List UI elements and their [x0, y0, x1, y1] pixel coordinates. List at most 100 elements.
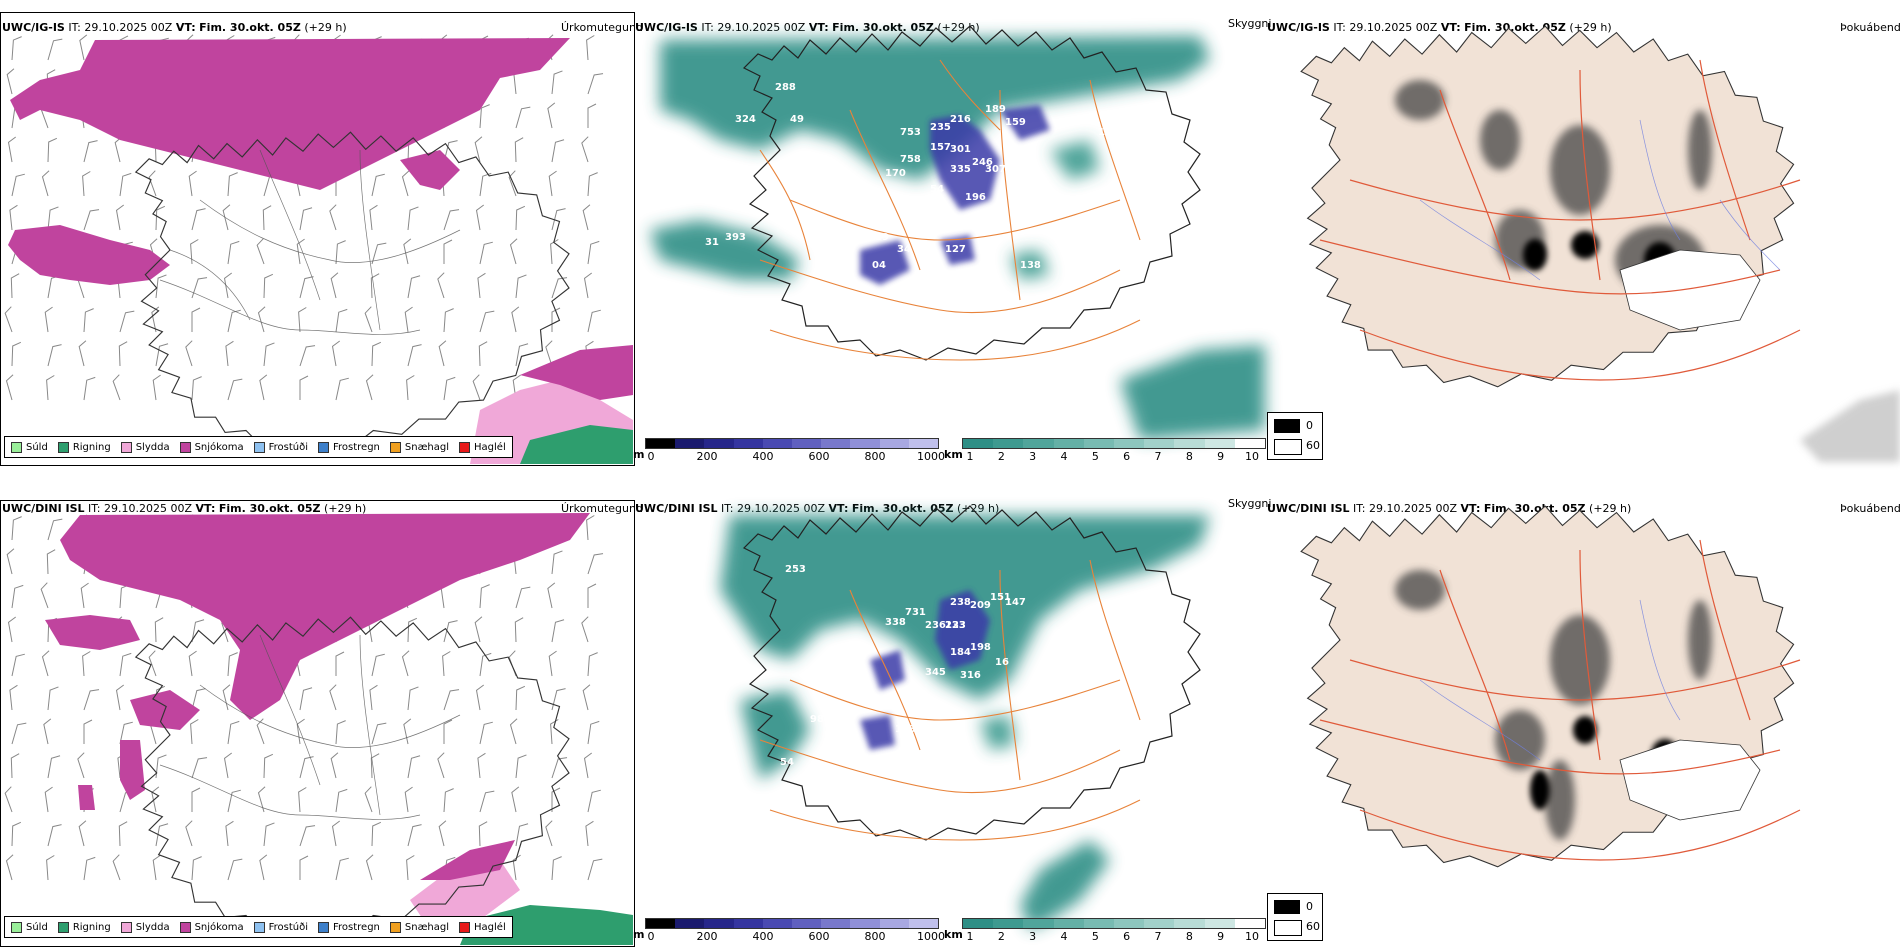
wind-barb	[190, 239, 199, 265]
snow-area	[8, 225, 170, 285]
wind-barb	[369, 684, 378, 711]
wind-barb	[443, 376, 456, 401]
wind-barb	[47, 344, 62, 367]
wind-barb	[11, 653, 25, 677]
wind-barb	[222, 204, 231, 231]
legend-swatch	[389, 921, 401, 933]
cloud-base-label: 758	[900, 154, 921, 165]
wind-barb	[11, 36, 22, 61]
cloud-base-label: 189	[985, 104, 1006, 115]
wind-barb	[407, 617, 418, 643]
wind-barb	[118, 821, 128, 847]
wind-barb	[227, 789, 241, 813]
cloud-base-label: 196	[965, 192, 986, 203]
wind-barb	[43, 718, 52, 745]
wind-barb	[475, 204, 485, 231]
wind-barb	[227, 378, 243, 401]
wind-barb	[296, 718, 305, 745]
snow-area	[45, 615, 140, 650]
wind-barb	[335, 651, 345, 676]
legend-item: Snjókoma	[179, 921, 244, 933]
wind-barb	[371, 242, 387, 265]
wind-barb	[79, 34, 88, 61]
wind-barb	[509, 238, 518, 265]
cloud-base-label: 147	[1005, 597, 1026, 608]
unit-km-2: km	[944, 928, 963, 941]
legend-swatch	[253, 441, 265, 453]
wind-barb	[83, 719, 93, 744]
legend-label: Rigning	[72, 441, 111, 453]
wind-barb	[550, 239, 559, 265]
wind-barb	[80, 582, 89, 609]
legend-item: Haglél	[459, 921, 506, 933]
wind-barb	[119, 652, 132, 677]
colorbar-tick: 6	[1123, 930, 1131, 943]
wind-barb	[47, 275, 61, 299]
wind-barb	[112, 854, 121, 881]
wind-barb	[11, 516, 22, 541]
wind-barb	[191, 757, 208, 779]
colorbar-tick: 5	[1091, 930, 1099, 943]
legend-label: Snjókoma	[194, 921, 244, 933]
cloud-base-label: 49	[790, 114, 804, 125]
wind-barb	[515, 343, 529, 367]
wind-barb	[474, 616, 483, 643]
colorbar-tick: 3	[1029, 930, 1037, 943]
cloud-base-label: 198	[970, 642, 991, 653]
cloud-base-label: 216	[950, 114, 971, 125]
wind-barb	[152, 374, 161, 401]
wind-barb	[227, 858, 243, 881]
cloud-base-label: 184	[950, 647, 971, 658]
wind-barb	[364, 786, 373, 813]
wind-barb	[263, 822, 275, 847]
colorbar-tick: 1	[966, 450, 974, 463]
wind-barb	[401, 170, 410, 197]
header-precip-2: UWC/DINI ISL IT: 29.10.2025 00Z VT: Fim.…	[2, 502, 367, 515]
wind-barb	[9, 204, 18, 231]
cloud-base-label: 103	[895, 724, 916, 735]
wind-barb	[78, 820, 87, 847]
wind-barb	[407, 824, 422, 847]
wind-barb	[443, 788, 454, 813]
wind-barb	[257, 786, 266, 813]
wind-barb	[11, 722, 27, 745]
wind-barb	[581, 136, 589, 163]
wind-barb	[191, 619, 205, 643]
wind-barb	[4, 306, 13, 333]
wind-barb	[299, 345, 316, 367]
legend-item: Rigning	[57, 441, 111, 453]
wind-barb	[329, 204, 337, 231]
unit-m-1: m	[633, 448, 645, 461]
wind-barb	[512, 854, 521, 881]
wind-barb	[443, 239, 453, 264]
wind-barb	[586, 35, 595, 61]
wind-barb	[47, 686, 59, 711]
colorbar-tick: 800	[864, 450, 886, 463]
cloud-base-label: 233	[945, 620, 966, 631]
legend-swatch	[459, 441, 471, 453]
title-fog-2: Þokuábendi	[1840, 502, 1900, 515]
wind-barb	[227, 652, 238, 677]
cloud-base-label: 288	[775, 82, 796, 93]
legend-label: Haglél	[474, 921, 506, 933]
wind-barb	[154, 617, 164, 643]
wind-barb	[299, 375, 309, 400]
legend-swatch	[120, 921, 132, 933]
legend-label: Snæhagl	[404, 441, 450, 453]
wind-barb	[335, 377, 349, 401]
wind-barb	[587, 73, 604, 95]
wind-barb	[551, 139, 565, 163]
cloud-base-label: 393	[725, 232, 746, 243]
wind-barb	[479, 241, 493, 265]
wind-barb	[47, 824, 62, 847]
cloud-base-label: 209	[970, 600, 991, 611]
legend-label: Frostregn	[333, 441, 380, 453]
title-precip-2: Úrkomutegund	[561, 502, 643, 515]
wind-barb	[259, 854, 268, 881]
colorbar-tick: 800	[864, 930, 886, 943]
wind-barb	[369, 204, 378, 231]
wind-barb	[551, 787, 561, 812]
cloud-base-label: 989	[810, 714, 831, 725]
wind-barb	[47, 137, 58, 163]
